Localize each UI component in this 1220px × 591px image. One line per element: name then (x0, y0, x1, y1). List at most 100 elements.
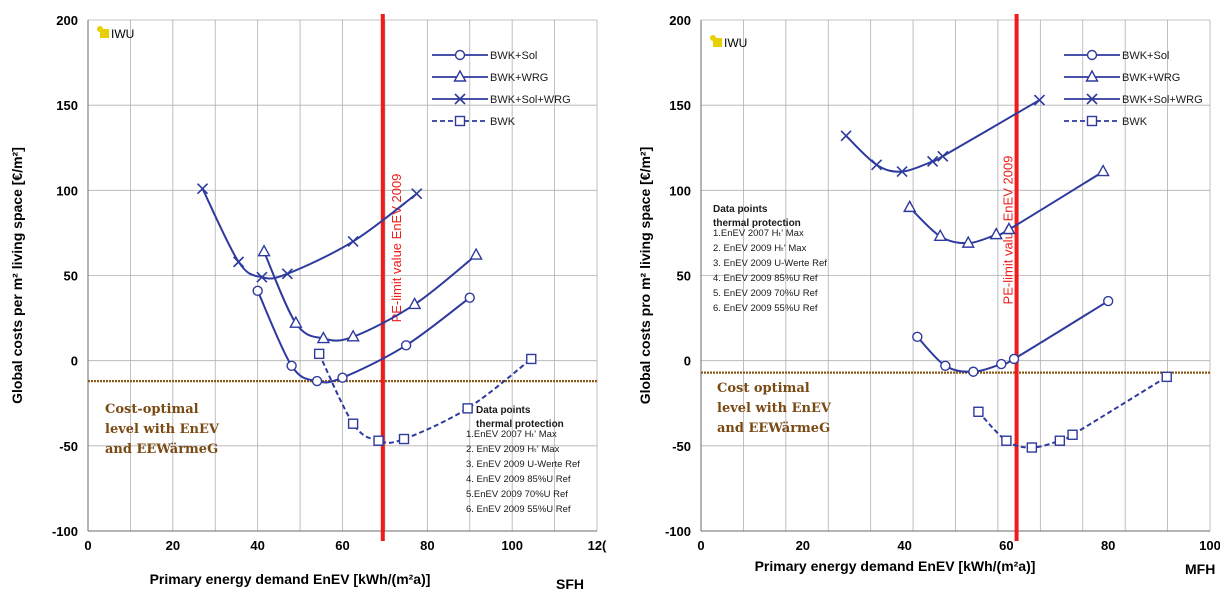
data-point-triangle (316, 331, 331, 344)
x-tick-label: 40 (250, 538, 264, 553)
data-point-triangle (933, 228, 947, 242)
series-bwk-sol (252, 285, 475, 387)
x-tick-label: 60 (335, 538, 349, 553)
iwu-logo: IWU (710, 35, 747, 50)
y-tick-label: 50 (64, 269, 78, 284)
data-point-square (1054, 435, 1066, 446)
data-point-triangle (1085, 69, 1099, 82)
data-point-circle (311, 375, 323, 387)
series-bwk-wrg (257, 244, 483, 344)
legend-label: BWK+WRG (490, 72, 548, 84)
data-point-x (281, 268, 293, 280)
cost-optimal-label-line: Cost optimal (717, 381, 810, 396)
legend: BWK+Sol BWK+WRG BWK+Sol+WRG BWK (432, 49, 571, 128)
data-point-x (896, 166, 908, 178)
chart-2: 0 20 40 60 80 100 200 150 100 50 0 -50 -100 Primary e… (637, 13, 1220, 577)
x-tick-label: 100 (501, 538, 523, 553)
data-point-circle (400, 340, 412, 351)
x-stroke (256, 271, 268, 283)
note-line: 4. EnEV 2009 85%U Ref (713, 273, 818, 284)
x-stroke (347, 235, 359, 247)
series-line (977, 375, 1168, 449)
data-point-square (398, 433, 410, 445)
x-tick-label: 12( (588, 538, 607, 553)
chart-1: 0 20 40 60 80 100 12(200 150 100 50 0 -50 -100 Primar… (9, 13, 607, 591)
legend-label: BWK+WRG (1122, 72, 1180, 84)
note-line: 6. EnEV 2009 55%U Ref (466, 504, 571, 515)
y-tick-label: 100 (56, 183, 78, 198)
data-point-square (1026, 442, 1038, 453)
data-point-x (1033, 94, 1046, 106)
y-tick-label: -50 (672, 439, 691, 454)
data-point-x (937, 150, 949, 162)
data-point-circle (940, 360, 951, 371)
data-point-square (373, 435, 384, 446)
logo-square (100, 29, 109, 38)
data-point-triangle (289, 315, 303, 328)
data-point-triangle (903, 199, 917, 213)
data-point-square (526, 353, 537, 365)
y-axis-label: Global costs pro m² living space [€/m²] (637, 147, 653, 405)
y-tick-label: 0 (684, 354, 691, 369)
logo-dot (97, 26, 103, 32)
x-stroke (454, 93, 466, 105)
series-bwk (973, 371, 1172, 453)
series-bwk-sol (912, 295, 1114, 377)
data-point-triangle (1002, 222, 1016, 235)
legend-label: BWK (1122, 116, 1148, 128)
logo-dot (710, 35, 716, 41)
data-point-triangle (1096, 164, 1110, 177)
data-point-x (233, 256, 245, 268)
data-point-circle (1086, 49, 1098, 61)
logo-text: IWU (111, 27, 134, 41)
cost-optimal-label-line: and EEWärmeG (717, 421, 830, 436)
iwu-logo: IWU (97, 26, 134, 41)
data-point-triangle (346, 329, 360, 342)
cost-optimal-label-line: level with EnEV (717, 401, 832, 416)
data-point-circle (968, 366, 979, 377)
data-point-x (927, 155, 939, 167)
data-point-triangle (453, 69, 467, 82)
cost-optimal-label-line: level with EnEV (105, 422, 220, 437)
y-tick-label: 100 (669, 183, 691, 198)
x-tick-label: 80 (1101, 538, 1115, 553)
note-header: Data points (476, 405, 531, 416)
x-tick-label: 60 (999, 538, 1013, 553)
series-bwk-wrg (903, 164, 1110, 248)
data-point-square (454, 115, 466, 127)
x-stroke (927, 155, 939, 167)
gridlines (87, 19, 598, 532)
note-line: 5. EnEV 2009 70%U Ref (713, 288, 818, 299)
data-point-circle (1102, 295, 1114, 307)
legend-label: BWK (490, 116, 516, 128)
x-tick-label: 40 (897, 538, 911, 553)
note-line: 3. EnEV 2009 U-Werte Ref (713, 258, 827, 269)
y-tick-label: 200 (56, 13, 78, 28)
x-tick-label: 20 (166, 538, 180, 553)
data-point-square (313, 348, 325, 360)
data-point-x (840, 130, 852, 142)
data-point-circle (1008, 353, 1020, 365)
note-header: thermal protection (713, 218, 801, 229)
pe-limit-label: PE-limit value EnEV 2009 (389, 174, 404, 323)
note-line: 2. EnEV 2009 Hₜ' Max (713, 243, 807, 254)
x-stroke (281, 268, 293, 280)
y-tick-label: -100 (52, 524, 78, 539)
data-point-x (454, 93, 466, 105)
note-line: 1.EnEV 2007 Hₜ' Max (466, 429, 557, 440)
series-bwk (313, 348, 537, 446)
data-point-circle (454, 49, 466, 61)
data-point-triangle (407, 297, 422, 310)
note-line: 5.EnEV 2009 70%U Ref (466, 489, 568, 500)
y-tick-label: 0 (71, 354, 78, 369)
data-point-x (196, 183, 209, 195)
note-line: 3. EnEV 2009 U-Werte Ref (466, 459, 580, 470)
note-header: Data points (713, 204, 768, 215)
data-point-x (411, 188, 423, 200)
data-point-circle (286, 360, 297, 371)
y-tick-label: 50 (677, 269, 691, 284)
x-axis-label: Primary energy demand EnEV [kWh/(m²a)] (150, 571, 431, 587)
series-bwk-sol-wrg (840, 94, 1046, 178)
